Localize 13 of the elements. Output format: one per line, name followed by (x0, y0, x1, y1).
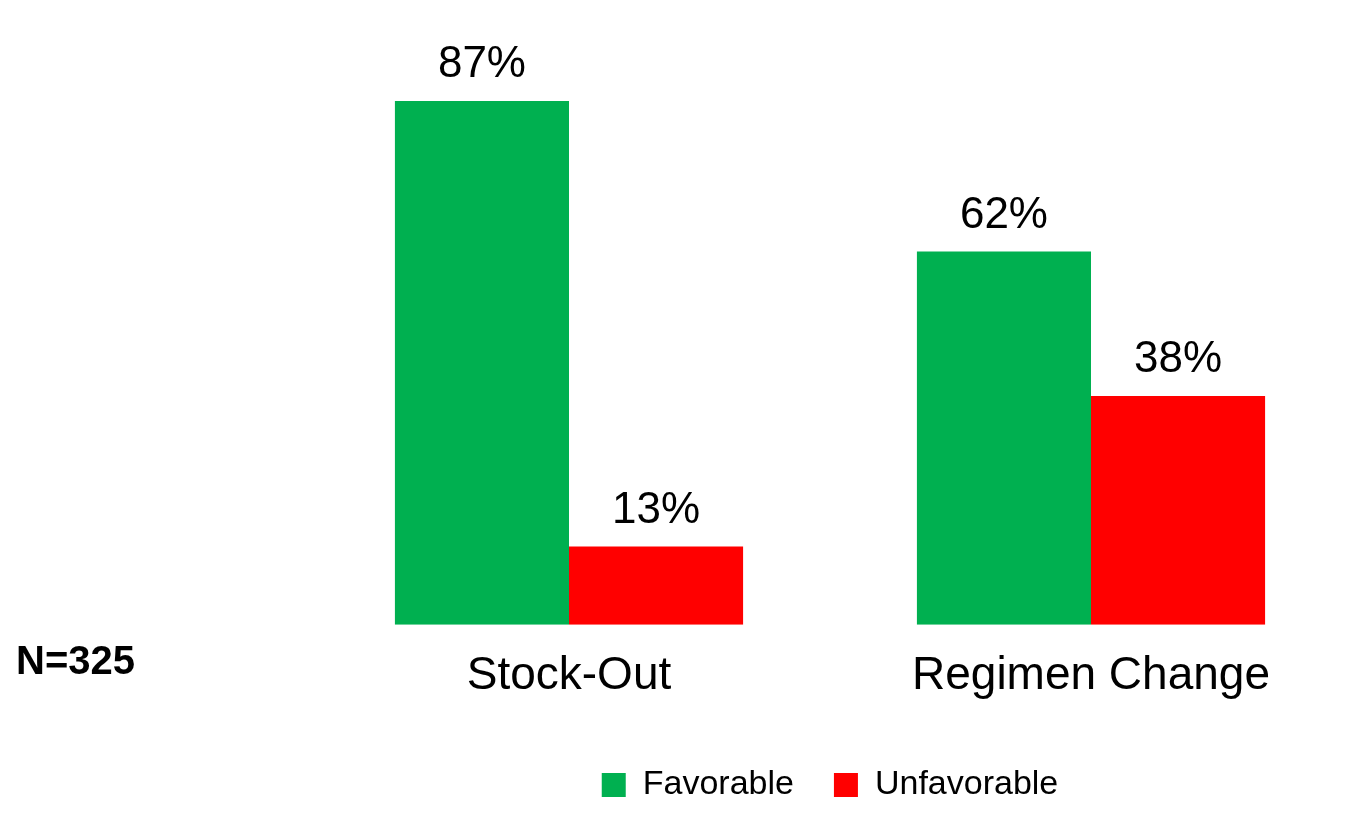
bar (1091, 396, 1266, 625)
x-tick-label: Regimen Change (911, 647, 1271, 700)
bar (569, 546, 744, 625)
text: N=325 (16, 638, 135, 683)
data-label: 13% (612, 482, 701, 532)
data-label: 38% (1134, 332, 1223, 382)
data-label: 62% (959, 187, 1048, 237)
data-label: 87% (437, 37, 526, 87)
x-tick-label: Stock-Out (466, 647, 672, 700)
bar (916, 251, 1091, 625)
legend-label: Unfavorable (874, 763, 1059, 802)
legend-label: Favorable (642, 763, 794, 802)
bar (394, 101, 569, 625)
